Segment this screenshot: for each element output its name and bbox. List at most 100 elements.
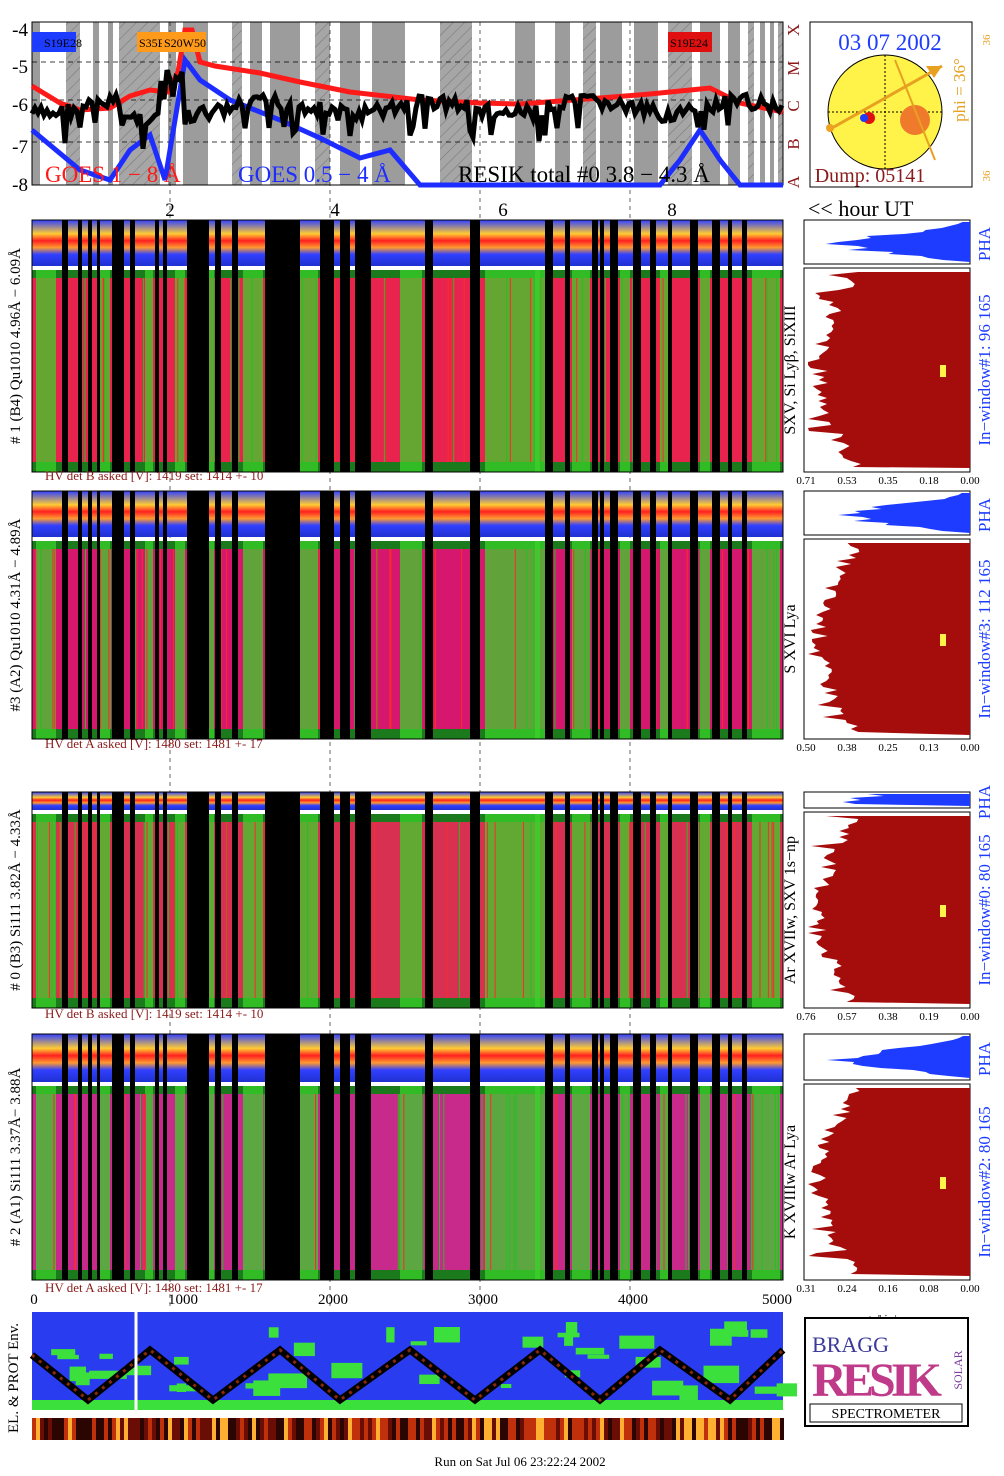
detector-green-band	[400, 270, 422, 472]
hist-xtick: 0.24	[837, 1283, 857, 1295]
hist-xtick: 0.13	[919, 742, 939, 754]
intensity-bar-segment	[560, 1418, 564, 1440]
detector-green-band	[208, 541, 214, 739]
detector-gap	[320, 491, 334, 739]
intensity-bar-segment	[708, 1418, 712, 1440]
resik-series	[29, 69, 785, 150]
intensity-bar-segment	[568, 1418, 572, 1440]
in-window-count: In−window#0: 80 165	[975, 834, 994, 985]
detector-gap	[155, 220, 159, 472]
sun-date: 03 07 2002	[838, 30, 942, 55]
hist-xtick: 0.31	[796, 1283, 815, 1295]
detector-green-band	[700, 1086, 710, 1280]
intensity-bar-segment	[664, 1418, 668, 1440]
detector-gap	[130, 491, 135, 739]
detector-green-band	[208, 270, 214, 472]
detector-green-band	[485, 814, 540, 1008]
intensity-bar-segment	[600, 1418, 604, 1440]
detector-green-band	[660, 814, 668, 1008]
intensity-bar-segment	[244, 1418, 248, 1440]
phi-arrow-head	[926, 66, 942, 78]
detector-frame	[31, 1033, 784, 1281]
environment-blob	[500, 1383, 512, 1389]
detector-gap	[163, 792, 167, 1008]
intensity-bar-segment	[732, 1418, 736, 1440]
intensity-bar-segment	[76, 1418, 80, 1440]
hist-xtick: 0.00	[960, 1283, 980, 1295]
intensity-bar-segment	[620, 1418, 624, 1440]
bin-axis-tick: 0	[30, 1292, 38, 1308]
detector-label: #3 (A2) Qu1010 4.31Å − 4.89Å	[8, 518, 24, 711]
goes-long-series	[30, 27, 784, 115]
detector-green-band	[145, 270, 153, 472]
environment-blob	[69, 1366, 87, 1382]
intensity-bar-segment	[456, 1418, 460, 1440]
environment-blob	[410, 1341, 427, 1346]
goes-class-letter: X	[784, 24, 803, 36]
detector-gap	[155, 792, 159, 1008]
hour-tick: 4	[330, 200, 340, 221]
environment-blob	[434, 1326, 460, 1343]
window-marker	[940, 1177, 946, 1189]
intensity-bar-segment	[372, 1418, 376, 1440]
pha-label: PHA	[975, 784, 994, 819]
detector-frame	[31, 219, 784, 473]
intensity-bar-segment	[252, 1418, 256, 1440]
intensity-bar-segment	[248, 1418, 252, 1440]
goes-frame	[31, 21, 784, 186]
goes-ytick: -6	[12, 95, 28, 116]
dump-number: Dump: 05141	[815, 165, 926, 187]
hv-label: HV det B asked [V]: 1419 set: 1414 +- 10	[45, 468, 263, 483]
detector-green-band	[175, 814, 185, 1008]
detector-gap	[62, 220, 68, 472]
intensity-bar-segment	[368, 1418, 372, 1440]
intensity-bar-segment	[528, 1418, 532, 1440]
detector-gap	[728, 220, 732, 472]
detector-green-band	[36, 1086, 56, 1280]
hour-tick: 2	[165, 200, 175, 221]
detector-gap	[62, 1034, 68, 1280]
detector-gap	[633, 1034, 641, 1280]
intensity-bar-segment	[296, 1418, 300, 1440]
environment-blob	[652, 1380, 684, 1396]
detector-gap	[265, 792, 300, 1008]
intensity-bar-segment	[508, 1418, 512, 1440]
intensity-bar-segment	[648, 1418, 652, 1440]
intensity-bar-segment	[752, 1418, 756, 1440]
environment-blob	[89, 1370, 127, 1379]
intensity-bar-segment	[184, 1418, 188, 1440]
detector-green-band	[300, 1086, 318, 1280]
region-label: S19E28	[44, 36, 82, 50]
detector-gap	[232, 792, 238, 1008]
detector-gap	[742, 220, 747, 472]
intensity-bar-segment	[612, 1418, 616, 1440]
intensity-bar-segment	[472, 1418, 476, 1440]
intensity-bar-segment	[416, 1418, 420, 1440]
detector-green-band	[243, 1086, 263, 1280]
detector-gap	[668, 1034, 672, 1280]
goes-class-letter: B	[784, 138, 803, 149]
intensity-bar-segment	[496, 1418, 500, 1440]
bin-axis-tick: 5000	[762, 1292, 792, 1308]
pha-histogram	[826, 1036, 970, 1078]
hist-xtick: 0.18	[919, 475, 939, 487]
detector-green-band	[36, 814, 56, 1008]
intensity-bar-segment	[256, 1418, 260, 1440]
intensity-bar-segment	[608, 1418, 612, 1440]
hist-xtick: 0.38	[837, 742, 857, 754]
detector-gap	[633, 792, 641, 1008]
environment-blob	[750, 1329, 768, 1338]
detector-green-band	[660, 541, 668, 739]
logo-banner	[809, 1403, 963, 1423]
intensity-bar-segment	[536, 1418, 540, 1440]
detector-gap	[565, 1034, 570, 1280]
intensity-bar-segment	[316, 1418, 320, 1440]
detector-label: # 1 (B4) Qu1010 4.96Å − 6.09Å	[8, 248, 24, 444]
line-identification: Ar XVIIw, SXV 1s−np	[782, 836, 799, 984]
detector-gap	[88, 220, 92, 472]
detector-gap	[565, 220, 570, 472]
detector-gap	[690, 1034, 698, 1280]
intensity-bar-segment	[408, 1418, 412, 1440]
detector-gap	[712, 491, 720, 739]
intensity-bar-segment	[336, 1418, 340, 1440]
